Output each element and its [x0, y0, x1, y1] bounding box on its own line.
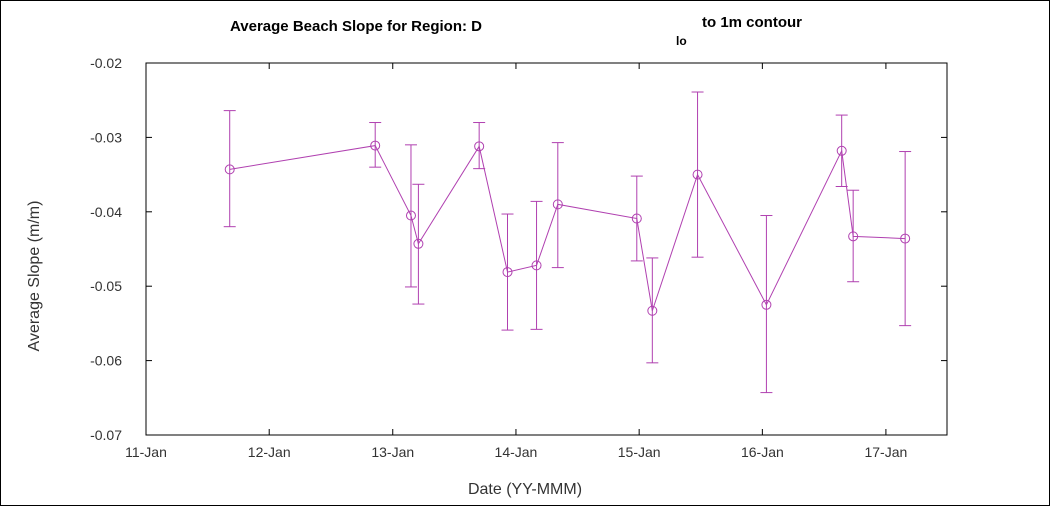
series-line — [229, 145, 906, 311]
y-tick-label: -0.06 — [90, 353, 122, 369]
plot-area — [145, 62, 948, 436]
chart-title-subscript: lo — [676, 34, 687, 48]
y-tick-label: -0.03 — [90, 129, 122, 145]
x-tick-label: 12-Jan — [248, 444, 291, 460]
y-tick-label: -0.04 — [90, 204, 122, 220]
y-axis: -0.02 -0.03 -0.04 -0.05 -0.06 -0.07 — [90, 55, 947, 443]
data-point — [836, 145, 847, 156]
x-tick-label: 17-Jan — [864, 444, 907, 460]
data-point — [224, 164, 235, 175]
x-tick-label: 13-Jan — [371, 444, 414, 460]
x-tick-label: 14-Jan — [495, 444, 538, 460]
data-point — [647, 305, 658, 316]
data-point — [370, 140, 381, 151]
error-bars — [223, 91, 912, 394]
data-point — [405, 210, 416, 221]
y-tick-label: -0.02 — [90, 55, 122, 71]
x-tick-label: 15-Jan — [618, 444, 661, 460]
y-axis-label: Average Slope (m/m) — [26, 201, 43, 352]
data-point — [474, 141, 485, 152]
x-tick-label: 16-Jan — [741, 444, 784, 460]
y-tick-label: -0.07 — [90, 427, 122, 443]
data-point — [900, 233, 911, 244]
data-point — [502, 267, 513, 278]
chart-title: Average Beach Slope for Region: D lo to … — [230, 14, 802, 48]
chart-title-main: Average Beach Slope for Region: D — [230, 18, 482, 35]
data-point — [761, 299, 772, 310]
chart-title-suffix: to 1m contour — [702, 14, 802, 31]
x-tick-label: 11-Jan — [125, 444, 167, 460]
x-axis: 11-Jan 12-Jan 13-Jan 14-Jan 15-Jan 16-Jan 17-J… — [125, 63, 907, 460]
data-point — [413, 238, 424, 249]
data-point — [692, 169, 703, 180]
x-axis-label: Date (YY-MMM) — [468, 481, 582, 498]
data-point — [631, 213, 642, 224]
data-points — [224, 140, 911, 316]
data-point — [848, 231, 859, 242]
y-tick-label: -0.05 — [90, 278, 122, 294]
data-point — [552, 199, 563, 210]
data-point — [531, 260, 542, 271]
